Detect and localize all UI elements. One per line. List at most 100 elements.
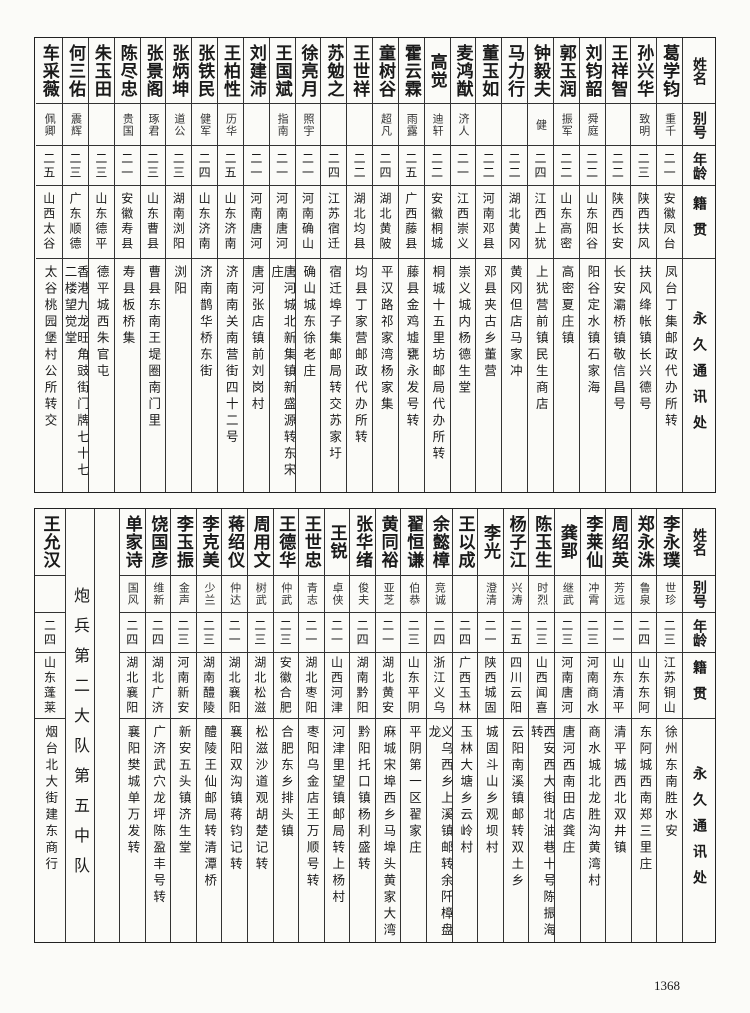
header-name-label: 姓名 <box>691 528 707 556</box>
header-address-label: 永久通讯处 <box>691 310 707 441</box>
age-cell: 二三 <box>196 613 222 653</box>
address-cell: 上犹营前镇民生商店 <box>528 259 553 492</box>
name-cell: 徐亮月 <box>295 38 321 104</box>
person-name: 李永璞 <box>659 515 680 569</box>
person-column: 余懿樟 竞诚 二四 浙江义乌 义乌西乡上溪镇邮转余阡樟盘龙 <box>426 509 452 942</box>
origin-cell: 河南确山 <box>295 186 321 259</box>
header-alias-label: 别号 <box>691 580 707 608</box>
person-address: 云阳南溪镇邮转双土乡 <box>509 725 525 890</box>
name-cell: 王世忠 <box>299 509 324 576</box>
person-name: 余懿樟 <box>428 515 449 569</box>
header-name-label: 姓名 <box>691 56 707 85</box>
person-age: 二一 <box>300 151 315 180</box>
alias-cell <box>452 576 478 613</box>
address-cell: 德平城西朱官屯 <box>89 259 114 492</box>
person-age: 二二 <box>481 151 496 180</box>
person-origin: 浙江义乌 <box>431 655 446 716</box>
person-age: 二三 <box>636 151 651 180</box>
person-alias: 超凡 <box>379 112 393 137</box>
header-age-label: 年龄 <box>691 618 707 647</box>
origin-cell: 山东东阿 <box>631 653 657 719</box>
origin-cell: 广西藤县 <box>398 186 424 259</box>
person-address: 浏阳 <box>172 265 188 298</box>
address-cell: 平汉路祁家湾杨家集 <box>373 259 398 492</box>
age-cell: 二五 <box>36 146 63 186</box>
person-name: 麦鸿猷 <box>452 43 473 98</box>
origin-cell: 河南唐河 <box>243 186 269 259</box>
address-cell: 邓县夹古乡董营 <box>476 259 501 492</box>
person-origin: 陕西扶风 <box>636 192 651 252</box>
person-name: 陈尽忠 <box>116 43 137 98</box>
person-name: 王允汉 <box>39 515 60 569</box>
age-cell: 二二 <box>553 146 579 186</box>
person-address: 上犹营前镇民生商店 <box>533 265 549 414</box>
name-cell: 张景阁 <box>140 38 166 104</box>
origin-cell: 湖北襄阳 <box>119 653 145 719</box>
alias-cell <box>321 104 347 146</box>
person-origin: 安徽合肥 <box>278 655 293 716</box>
age-cell: 二三 <box>580 613 606 653</box>
origin-cell: 江苏宿迁 <box>321 186 347 259</box>
address-cell: 浏阳 <box>166 259 191 492</box>
person-origin: 广西藤县 <box>403 192 418 252</box>
header-cell-origin: 籍贯 <box>683 186 715 259</box>
person-origin: 湖南黔阳 <box>355 655 370 716</box>
age-cell: 二四 <box>119 613 145 653</box>
person-age: 二三 <box>68 151 83 180</box>
person-alias: 树武 <box>254 582 268 606</box>
person-name: 郑永洙 <box>633 515 654 569</box>
person-name: 车采薇 <box>38 43 59 98</box>
person-origin: 山东德平 <box>93 192 108 252</box>
person-alias: 鲁泉 <box>638 582 652 606</box>
origin-cell: 河南邓县 <box>476 186 502 259</box>
person-origin: 湖北襄阳 <box>227 655 242 716</box>
alias-cell: 世珍 <box>657 576 682 613</box>
person-column: 王世祥 二二 湖北均县 均县丁家营邮政代办所转 <box>346 38 373 492</box>
person-age: 二三 <box>145 151 160 180</box>
unit-column: 炮兵第二大队第五中队 <box>64 509 94 942</box>
person-alias: 历华 <box>224 112 238 137</box>
origin-cell: 湖北黄冈 <box>502 186 528 259</box>
name-cell: 杨子江 <box>503 509 529 576</box>
origin-cell: 山西河津 <box>324 653 350 719</box>
origin-cell: 河南商水 <box>580 653 606 719</box>
person-address: 广济武穴龙坪陈盈丰号转 <box>151 725 167 907</box>
age-cell: 二三 <box>247 613 273 653</box>
origin-cell: 湖北松滋 <box>247 653 273 719</box>
person-age: 二二 <box>507 151 522 180</box>
person-name: 刘钧韶 <box>581 43 602 98</box>
person-age: 二二 <box>429 151 444 180</box>
person-alias: 重千 <box>663 112 677 137</box>
origin-cell: 山东德平 <box>88 186 114 259</box>
age-cell: 二四 <box>34 613 65 653</box>
person-address: 枣阳乌金店王万顺号转 <box>304 725 320 890</box>
origin-cell: 山东清平 <box>606 653 631 719</box>
address-cell: 平阴第一区翟家庄 <box>401 719 426 942</box>
person-alias: 继武 <box>561 582 575 606</box>
person-name: 张景阁 <box>142 43 163 98</box>
person-origin: 湖北黄安 <box>380 655 395 716</box>
person-origin: 山东济南 <box>223 192 237 252</box>
person-column: 何三佑 震辉 二三 广东顺德 香港九龙旺角豉街门牌七十七二楼望觉堂 <box>62 38 88 492</box>
person-address: 商水城北龙胜沟黄湾村 <box>586 725 602 890</box>
person-alias: 迪轩 <box>431 112 445 137</box>
person-age: 二一 <box>483 618 498 647</box>
alias-cell: 冲霄 <box>580 576 606 613</box>
name-cell: 李玉振 <box>171 509 196 576</box>
person-origin: 湖北襄阳 <box>124 655 139 716</box>
alias-cell <box>476 104 502 146</box>
origin-cell: 河南新安 <box>171 653 196 719</box>
age-cell: 二一 <box>243 146 269 186</box>
person-origin: 湖北均县 <box>352 192 367 252</box>
person-alias: 亚芝 <box>382 582 396 606</box>
person-age: 二三 <box>559 618 574 647</box>
person-age: 二三 <box>252 618 267 647</box>
age-cell: 二四 <box>631 613 657 653</box>
person-age: 二三 <box>585 618 600 647</box>
person-alias: 维新 <box>151 582 165 606</box>
alias-cell: 俊夫 <box>350 576 375 613</box>
age-cell: 二五 <box>218 146 243 186</box>
person-age: 二一 <box>227 618 242 647</box>
person-column: 孙兴华 致明 二三 陕西扶风 扶风绛帐镇长兴德号 <box>630 38 657 492</box>
person-origin: 河南确山 <box>300 192 315 252</box>
